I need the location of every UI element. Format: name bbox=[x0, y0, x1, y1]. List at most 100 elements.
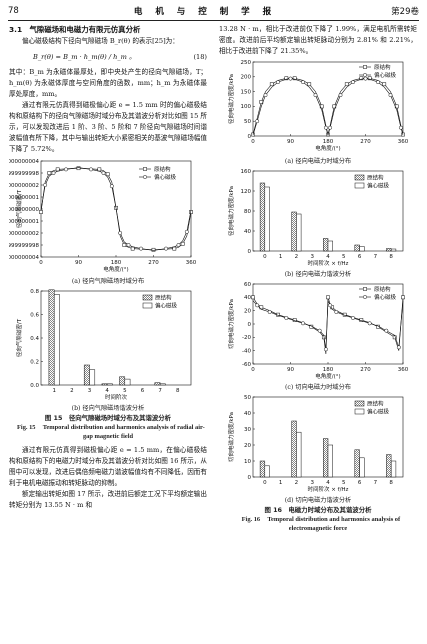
chart-fig16b: 0 40 80 120 160 0 1 2 3 4 5 6 7 8 时间阶次 × f/Hz 径向电磁力密度/k… bbox=[227, 169, 404, 267]
x-tick-label: 2 bbox=[295, 254, 299, 260]
legend-swatch bbox=[354, 408, 365, 415]
figure-caption-en-text: Temporal distribution and harmonics anal… bbox=[42, 424, 205, 440]
figure-15: -0.80000000000000004 -0.59999999999999998… bbox=[9, 155, 207, 441]
equation: B_r(θ) = B_m · h_m(θ) / h_m 。 (18) bbox=[9, 47, 207, 67]
chart-fig16a: 0 50 100 150 200 250 0 90 180 270 360 电角度/(°) 径向电磁力密… bbox=[227, 60, 409, 152]
x-tick-label: 180 bbox=[111, 260, 122, 266]
x-axis-label: 电角度/(°) bbox=[103, 265, 128, 273]
equation-body: B_r(θ) = B_m · h_m(θ) / h_m 。 bbox=[33, 52, 136, 61]
data-point bbox=[255, 303, 260, 308]
legend-label: 偏心磁极 bbox=[367, 182, 390, 190]
data-point bbox=[384, 328, 389, 333]
legend-marker bbox=[363, 73, 367, 77]
data-point bbox=[376, 80, 380, 85]
bar-eccentric bbox=[264, 186, 270, 252]
data-point bbox=[398, 125, 403, 130]
x-tick-label: 3 bbox=[310, 254, 314, 260]
figure-caption-en-text: Temporal distribution and harmonics anal… bbox=[267, 516, 401, 532]
bar-original bbox=[323, 238, 329, 252]
left-column: 3.1 气隙磁场和电磁力有限元仿真分析 偏心磁极结构下径向气隙磁场 B_r(θ)… bbox=[9, 24, 207, 511]
x-tick-label: 1 bbox=[52, 388, 56, 394]
x-tick-label: 4 bbox=[326, 480, 330, 486]
data-point bbox=[180, 241, 185, 246]
data-point bbox=[101, 171, 106, 175]
y-tick-label: 80 bbox=[244, 209, 251, 215]
legend-label: 原结构 bbox=[374, 285, 391, 293]
figure-caption-zh: 图 15 径向气隙磁场时域分布及其谐波分析 bbox=[44, 414, 172, 422]
y-tick-label: 150 bbox=[241, 89, 252, 95]
y-tick-label: 0.40000000000000002 bbox=[9, 183, 39, 189]
y-tick-label: -0.40000000000000002 bbox=[9, 231, 39, 237]
y-tick-label: 30 bbox=[244, 427, 251, 433]
data-point bbox=[109, 184, 114, 189]
x-tick-label: 4 bbox=[326, 254, 330, 260]
y-tick-label: 0.20000000000000001 bbox=[9, 195, 39, 201]
y-axis-label: 切向电磁力密度/kPa bbox=[227, 412, 235, 462]
data-point bbox=[323, 125, 328, 130]
bar-eccentric bbox=[159, 383, 166, 386]
y-tick-label: 0.59999999999999998 bbox=[9, 171, 39, 177]
data-point bbox=[130, 246, 135, 251]
bar-original bbox=[119, 376, 126, 386]
y-tick-label: 0.4 bbox=[30, 336, 39, 342]
data-point bbox=[64, 167, 68, 172]
figure-16: 0 50 100 150 200 250 0 90 180 270 360 电角度/(°) 径向电磁力密… bbox=[219, 57, 417, 533]
chart-fig16c: -60 -40 -20 0 20 40 60 0 90 180 270 360 电角度/(°) 切向电磁力… bbox=[227, 282, 409, 380]
data-point bbox=[284, 316, 289, 320]
x-tick-label: 2 bbox=[295, 480, 299, 486]
y-axis-label: 径向气隙磁密/T bbox=[15, 189, 23, 228]
y-tick-label: 100 bbox=[241, 104, 252, 110]
data-point bbox=[76, 166, 81, 171]
data-point bbox=[313, 93, 318, 98]
running-header: 78 电 机 与 控 制 学 报 第29卷 bbox=[8, 4, 419, 18]
figure-number-en: Fig. 15 bbox=[17, 424, 36, 431]
subfigure-caption: (d) 切向电磁力谐波分析 bbox=[284, 497, 352, 504]
paragraph: 13.28 N · m，相比于改进前仅下降了 1.99%，满足电机所需转矩密度。… bbox=[219, 25, 417, 55]
y-axis-label: 径向电磁力密度/kPa bbox=[227, 186, 235, 236]
data-point bbox=[351, 316, 355, 320]
x-tick-label: 270 bbox=[148, 260, 159, 266]
bar-original bbox=[259, 460, 266, 478]
data-point bbox=[269, 82, 274, 87]
data-point bbox=[326, 295, 330, 300]
legend-label: 偏心磁极 bbox=[367, 408, 390, 416]
data-point bbox=[276, 80, 280, 85]
data-point bbox=[284, 76, 289, 81]
y-axis-label: 径向电磁力密度/kPa bbox=[227, 74, 235, 124]
data-point bbox=[344, 82, 349, 87]
paragraph: 通过有限元仿真得到磁极偏心距 e = 1.5 mm 时的偏心磁极结构和原结构下的… bbox=[9, 101, 207, 153]
y-tick-label: 0 bbox=[248, 134, 252, 140]
x-axis-label: 时间阶次 bbox=[105, 393, 128, 401]
legend-swatch bbox=[354, 174, 365, 181]
y-tick-label: 0 bbox=[248, 475, 252, 481]
legend-label: 偏心磁极 bbox=[374, 293, 397, 301]
data-point bbox=[382, 82, 387, 87]
data-point bbox=[328, 303, 333, 308]
bar-eccentric bbox=[296, 431, 302, 478]
figure-caption-zh: 图 16 电磁力时域分布及其谐波分析 bbox=[264, 506, 372, 514]
legend-marker bbox=[143, 175, 147, 179]
x-tick-label: 6 bbox=[358, 254, 362, 260]
chart-fig15b: 0.0 0.2 0.4 0.6 0.8 1 2 3 4 5 6 7 8 时间阶次 径向气隙磁密/T 原结构偏心… bbox=[15, 289, 192, 401]
x-tick-label: 6 bbox=[141, 388, 145, 394]
x-tick-label: 180 bbox=[323, 367, 334, 373]
x-tick-label: 6 bbox=[358, 480, 362, 486]
y-tick-label: 40 bbox=[244, 411, 251, 417]
x-tick-label: 7 bbox=[374, 254, 378, 260]
x-tick-label: 0 bbox=[251, 139, 255, 145]
data-point bbox=[139, 246, 143, 251]
series-line-2 bbox=[40, 167, 192, 251]
bar-eccentric bbox=[296, 213, 302, 252]
data-point bbox=[317, 328, 322, 333]
data-point bbox=[351, 80, 355, 85]
bar-eccentric bbox=[327, 444, 333, 478]
y-tick-label: 60 bbox=[244, 282, 251, 288]
bar-eccentric bbox=[359, 246, 365, 252]
data-point bbox=[323, 347, 328, 352]
x-tick-label: 5 bbox=[342, 254, 346, 260]
paragraph: 通过有限元仿真得到磁极偏心距 e = 1.5 mm，在偏心磁极结构和原结构下的电… bbox=[9, 446, 207, 487]
data-point bbox=[55, 167, 60, 172]
y-tick-label: -0.80000000000000004 bbox=[9, 255, 39, 261]
x-tick-label: 360 bbox=[398, 367, 409, 373]
data-point bbox=[122, 243, 127, 247]
